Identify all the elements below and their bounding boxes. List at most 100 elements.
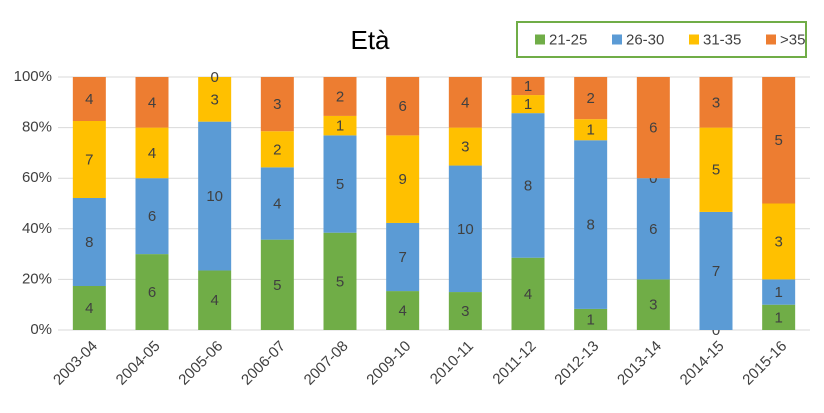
bar-segment bbox=[762, 203, 796, 280]
bar-segment bbox=[135, 254, 169, 330]
data-label: 3 bbox=[649, 297, 657, 314]
data-label: 4 bbox=[273, 195, 281, 212]
bar-segment bbox=[762, 77, 796, 204]
x-tick-label: 2012-13 bbox=[551, 338, 602, 389]
data-label: 4 bbox=[148, 94, 156, 111]
data-label: 3 bbox=[461, 139, 469, 156]
bar-segment bbox=[762, 304, 796, 330]
x-tick-label: 2015-16 bbox=[739, 338, 790, 389]
bar-segment bbox=[574, 140, 608, 309]
bar-segment bbox=[386, 77, 420, 136]
legend-label: 26-30 bbox=[626, 31, 664, 48]
y-tick-label: 40% bbox=[22, 220, 52, 237]
y-tick-label: 100% bbox=[14, 68, 52, 85]
bar-segment bbox=[762, 279, 796, 305]
y-tick-label: 20% bbox=[22, 270, 52, 287]
x-tick-label: 2013-14 bbox=[614, 338, 665, 389]
bar-segment bbox=[448, 165, 482, 293]
data-label: 1 bbox=[774, 284, 782, 301]
data-label: 6 bbox=[649, 221, 657, 238]
x-tick-label: 2004-05 bbox=[113, 338, 164, 389]
data-label: 6 bbox=[649, 120, 657, 137]
data-label: 10 bbox=[457, 221, 474, 238]
bar-segment bbox=[448, 292, 482, 330]
legend-label: 31-35 bbox=[703, 31, 741, 48]
legend-swatch bbox=[612, 34, 622, 45]
data-label: 2 bbox=[336, 88, 344, 105]
data-label: 4 bbox=[85, 91, 93, 108]
data-label: 5 bbox=[712, 162, 720, 179]
bar-segment bbox=[699, 77, 733, 128]
y-tick-label: 80% bbox=[22, 119, 52, 136]
y-tick-label: 60% bbox=[22, 169, 52, 186]
legend-box bbox=[516, 21, 807, 58]
data-label: 4 bbox=[85, 300, 93, 317]
bar-segment bbox=[323, 77, 357, 116]
data-label: 3 bbox=[774, 233, 782, 250]
bar-segment bbox=[198, 121, 232, 271]
data-label: 4 bbox=[398, 303, 406, 320]
bar-segment bbox=[72, 198, 106, 286]
data-label: 5 bbox=[336, 176, 344, 193]
bar-segment bbox=[448, 127, 482, 166]
data-label: 4 bbox=[461, 94, 469, 111]
legend-label: >35 bbox=[780, 31, 805, 48]
bar-segment bbox=[636, 279, 670, 330]
bar-segment bbox=[511, 113, 545, 258]
legend-label: 21-25 bbox=[549, 31, 587, 48]
legend-swatch bbox=[535, 34, 545, 45]
data-label: 1 bbox=[586, 122, 594, 139]
bar-segment bbox=[386, 222, 420, 292]
bar-segment bbox=[135, 127, 169, 179]
data-label: 8 bbox=[524, 177, 532, 194]
x-tick-label: 2006-07 bbox=[238, 338, 289, 389]
x-tick-label: 2014-15 bbox=[677, 338, 728, 389]
data-label: 4 bbox=[524, 286, 532, 303]
bar-segment bbox=[386, 135, 420, 223]
bar-segment bbox=[448, 77, 482, 128]
bar-segment bbox=[386, 291, 420, 330]
data-label: 6 bbox=[148, 208, 156, 225]
bar-segment bbox=[260, 239, 294, 330]
bar-segment bbox=[574, 119, 608, 141]
data-label: 1 bbox=[524, 78, 532, 95]
bar-segment bbox=[574, 77, 608, 120]
bar-segment bbox=[636, 77, 670, 179]
bar-segment bbox=[198, 270, 232, 330]
bar-segment bbox=[260, 77, 294, 132]
bar-segment bbox=[135, 178, 169, 255]
data-label: 4 bbox=[148, 145, 156, 162]
x-tick-label: 2011-12 bbox=[489, 338, 539, 388]
data-label: 2 bbox=[273, 141, 281, 158]
x-tick-label: 2009-10 bbox=[363, 338, 414, 389]
legend-swatch bbox=[689, 34, 699, 45]
data-label: 10 bbox=[206, 188, 223, 205]
data-label: 5 bbox=[336, 273, 344, 290]
data-label: 0 bbox=[712, 322, 720, 339]
bar-segment bbox=[699, 127, 733, 212]
bar-segment bbox=[72, 121, 106, 198]
data-label: 3 bbox=[273, 96, 281, 113]
bar-segment bbox=[699, 211, 733, 330]
data-label: 3 bbox=[210, 91, 218, 108]
data-label: 0 bbox=[210, 69, 218, 86]
y-tick-label: 0% bbox=[30, 321, 52, 338]
legend-swatch bbox=[766, 34, 776, 45]
bar-segment bbox=[323, 232, 357, 330]
data-label: 7 bbox=[712, 263, 720, 280]
data-label: 9 bbox=[398, 171, 406, 188]
data-label: 1 bbox=[524, 96, 532, 113]
data-label: 8 bbox=[85, 234, 93, 251]
data-label: 1 bbox=[586, 311, 594, 328]
bar-segment bbox=[323, 135, 357, 233]
data-label: 0 bbox=[649, 170, 657, 187]
data-label: 4 bbox=[210, 292, 218, 309]
data-label: 1 bbox=[336, 118, 344, 135]
x-tick-label: 2007-08 bbox=[301, 338, 352, 389]
bar-segment bbox=[511, 95, 545, 114]
data-label: 2 bbox=[586, 90, 594, 107]
bar-segment bbox=[323, 115, 357, 136]
data-label: 7 bbox=[85, 151, 93, 168]
bar-segment bbox=[135, 77, 169, 128]
bar-segment bbox=[260, 131, 294, 168]
